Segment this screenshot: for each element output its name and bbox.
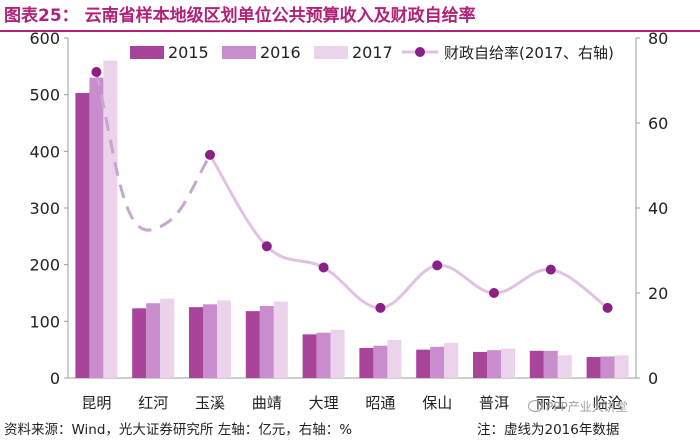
watermark: PPP产业大讲堂	[528, 398, 628, 415]
bar-2017	[557, 355, 572, 378]
bar-2016	[373, 345, 388, 378]
bar-2017	[103, 60, 118, 379]
bar-2017	[217, 300, 231, 378]
right-tick-label: 60	[648, 114, 668, 133]
chart-title: 图表25： 云南省样本地级区划单位公共预算收入及财政自给率	[4, 6, 476, 26]
left-tick-label: 200	[29, 256, 60, 275]
bar-2015	[189, 307, 203, 378]
bar-2016	[600, 356, 615, 378]
bar-2016	[89, 77, 104, 378]
ratio-point	[545, 264, 556, 275]
legend-dot-swatch	[415, 47, 425, 57]
bar-2015	[245, 311, 260, 378]
x-tick-label: 玉溪	[195, 394, 225, 412]
ratio-point	[489, 288, 499, 298]
bar-2015	[359, 347, 374, 378]
wechat-icon	[528, 400, 543, 412]
x-tick-label: 普洱	[479, 394, 509, 412]
left-tick-label: 0	[50, 369, 60, 388]
legend-label: 2015	[168, 43, 209, 62]
bar-2015	[473, 351, 487, 378]
bar-2017	[160, 298, 175, 378]
legend-label: 2017	[352, 43, 393, 62]
bar-2015	[302, 334, 317, 378]
ratio-line	[208, 154, 609, 310]
x-tick-label: 大理	[309, 394, 339, 412]
bar-2015	[75, 92, 90, 378]
bar-2017	[614, 355, 629, 378]
ratio-point	[375, 302, 386, 313]
ratio-line-dashed-2016	[94, 71, 212, 232]
x-tick-label: 昆明	[81, 394, 111, 412]
title-divider	[0, 30, 700, 32]
bar-2017	[330, 329, 345, 378]
legend-swatch-2016	[222, 46, 256, 59]
legend-label: 财政自给率(2017、右轴)	[444, 44, 614, 62]
left-tick-label: 600	[29, 32, 60, 48]
footnote: 注：虚线为2016年数据	[477, 422, 620, 438]
bar-2016	[146, 303, 161, 378]
x-tick-label: 红河	[138, 394, 168, 412]
bar-2016	[203, 304, 217, 378]
ratio-point	[432, 260, 443, 271]
bar-2017	[501, 348, 515, 378]
ratio-point	[91, 67, 102, 77]
bar-2015	[132, 308, 147, 378]
bar-2015	[586, 357, 601, 378]
left-tick-label: 400	[29, 142, 60, 161]
bar-2015	[416, 349, 431, 378]
x-tick-label: 曲靖	[252, 394, 282, 412]
ratio-point	[318, 262, 329, 273]
bar-2016	[259, 306, 274, 378]
bar-2017	[387, 340, 402, 378]
ratio-point	[205, 149, 215, 160]
bar-2016	[430, 346, 445, 378]
source-note: 资料来源：Wind，光大证券研究所 左轴：亿元，右轴：%	[4, 422, 353, 438]
legend-label: 2016	[260, 43, 301, 62]
chart: 0 100 200 300 400 500 600 0 20 40 60 80 昆明 红河 玉溪 曲靖 大理 昭通…	[29, 32, 668, 412]
right-tick-label: 20	[648, 284, 668, 303]
right-tick-label: 80	[648, 32, 668, 48]
bar-2016	[487, 350, 501, 378]
x-tick-label: 临沧	[593, 394, 623, 412]
right-tick-label: 0	[648, 369, 658, 388]
left-tick-label: 100	[29, 312, 60, 331]
bar-2015	[529, 350, 544, 378]
bar-2016	[543, 350, 558, 378]
ratio-point	[602, 302, 613, 313]
legend-swatch-2015	[130, 46, 164, 59]
ratio-point	[261, 241, 272, 252]
watermark-text: PPP产业大讲堂	[546, 400, 628, 414]
left-tick-label: 300	[29, 199, 60, 218]
bar-2017	[273, 301, 288, 378]
left-tick-label: 500	[29, 86, 60, 105]
x-tick-label: 丽江	[536, 394, 566, 412]
x-tick-label: 保山	[422, 394, 452, 412]
bar-2016	[316, 332, 331, 378]
x-tick-label: 昭通	[365, 394, 395, 412]
right-tick-label: 40	[648, 199, 668, 218]
bar-2017	[444, 342, 459, 378]
legend-swatch-2017	[314, 46, 348, 59]
